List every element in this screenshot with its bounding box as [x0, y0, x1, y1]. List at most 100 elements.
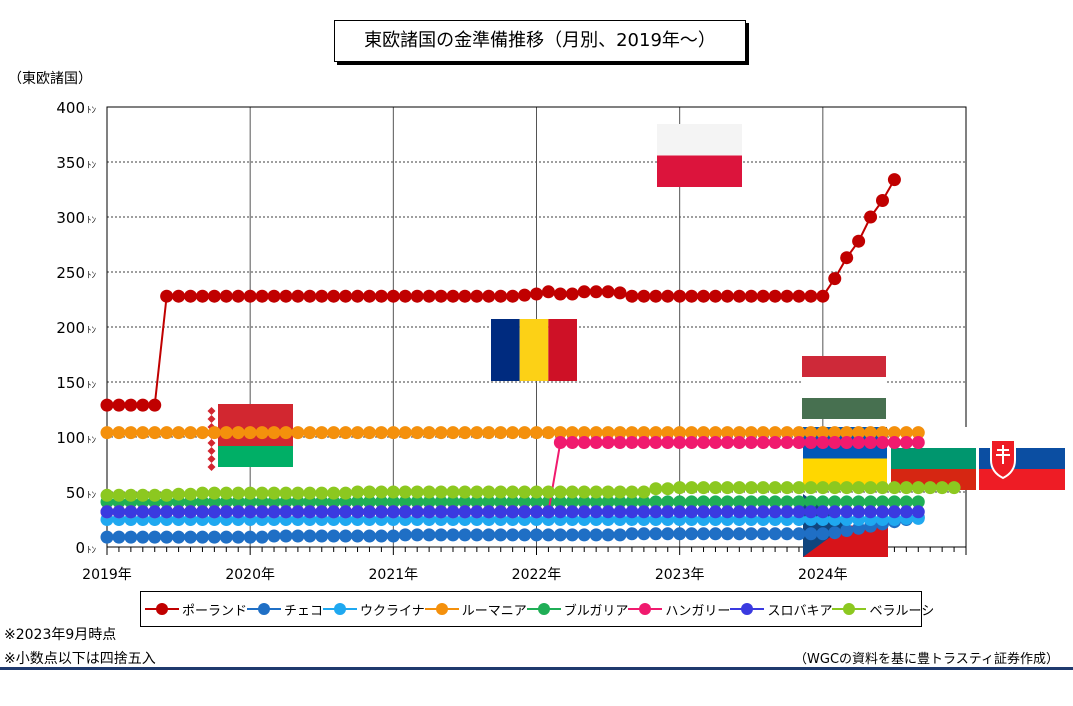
data-point — [506, 426, 520, 440]
x-tick-label: 2020年 — [225, 567, 275, 583]
data-point — [732, 436, 746, 449]
y-tick-unit: ﾄﾝ — [87, 546, 97, 556]
legend-label: ルーマニア — [461, 603, 527, 619]
data-point — [828, 495, 842, 509]
data-point — [756, 481, 770, 495]
data-point — [446, 485, 460, 499]
chart-title: 東欧諸国の金準備推移（月別、2019年～） — [334, 20, 746, 62]
data-point — [816, 436, 830, 449]
data-point — [362, 505, 376, 519]
data-point — [720, 426, 734, 440]
data-point — [732, 495, 746, 509]
data-point — [470, 426, 484, 440]
data-point — [231, 505, 245, 519]
data-point — [494, 289, 508, 303]
data-point — [589, 426, 603, 440]
data-point — [840, 251, 854, 265]
data-point — [291, 486, 305, 500]
legend-swatch-dot — [741, 603, 754, 615]
data-point — [864, 495, 878, 509]
data-point — [422, 495, 436, 509]
y-tick-unit: ﾄﾝ — [87, 491, 97, 501]
data-point — [386, 485, 400, 499]
data-point — [935, 481, 949, 495]
y-tick-label: 300 — [56, 209, 85, 227]
legend-swatch-dot — [639, 603, 652, 615]
data-point — [446, 495, 460, 509]
data-point — [852, 505, 866, 519]
data-point — [768, 481, 782, 495]
data-point — [685, 289, 699, 303]
data-point — [470, 495, 484, 509]
series-1 — [100, 510, 925, 544]
data-point — [506, 505, 520, 519]
data-point — [792, 527, 806, 541]
data-point — [494, 426, 508, 440]
legend-item: ルーマニア — [424, 600, 527, 619]
y-tick-unit: ﾄﾝ — [87, 216, 97, 226]
data-point — [875, 426, 889, 440]
data-point — [673, 527, 687, 541]
legend-label: スロバキア — [767, 603, 833, 619]
data-point — [685, 426, 699, 440]
note-as-of: ※2023年9月時点 — [4, 627, 117, 643]
data-point — [339, 505, 353, 519]
legend-item: ウクライナ — [323, 600, 425, 619]
slovakia-cross — [996, 445, 1010, 464]
data-point — [852, 481, 866, 495]
data-point — [923, 481, 937, 495]
data-point — [243, 505, 257, 519]
data-point — [911, 481, 925, 495]
series-6 — [100, 505, 925, 519]
data-point — [875, 495, 889, 509]
data-point — [124, 426, 138, 440]
data-point — [494, 505, 508, 519]
data-point — [506, 289, 520, 303]
data-point — [613, 426, 627, 440]
data-point — [291, 289, 305, 303]
data-point — [804, 289, 818, 303]
data-point — [410, 289, 424, 303]
data-point — [768, 527, 782, 541]
data-point — [577, 426, 591, 440]
y-tick-unit: ﾄﾝ — [87, 161, 97, 171]
data-point — [816, 481, 830, 495]
x-tick-label: 2023年 — [655, 567, 705, 583]
data-point — [518, 426, 532, 440]
data-point — [649, 426, 663, 440]
data-point — [816, 426, 830, 440]
data-point — [768, 436, 782, 449]
data-point — [792, 436, 806, 449]
data-point — [374, 426, 388, 440]
data-point — [768, 505, 782, 519]
data-point — [362, 485, 376, 499]
data-point — [195, 426, 209, 440]
data-point — [124, 398, 138, 412]
x-tick-label: 2024年 — [798, 567, 848, 583]
y-tick-label: 400 — [56, 99, 85, 117]
data-point — [780, 289, 794, 303]
data-point — [673, 436, 687, 449]
data-point — [482, 528, 496, 542]
data-point — [530, 426, 543, 440]
data-point — [816, 527, 830, 541]
legend-label: ウクライナ — [360, 603, 425, 619]
data-point — [172, 426, 186, 440]
y-tick-unit: ﾄﾝ — [87, 381, 97, 391]
y-tick-unit: ﾄﾝ — [87, 436, 97, 446]
legend-swatch — [424, 602, 459, 616]
bulgaria-flag — [891, 427, 976, 490]
series-7 — [100, 481, 961, 502]
belarus-flag-ornament — [207, 455, 216, 463]
data-point — [148, 488, 162, 502]
data-point — [207, 505, 221, 519]
legend-label: ベラルーシ — [869, 603, 935, 619]
data-point — [887, 173, 901, 187]
data-point — [351, 495, 365, 509]
data-point — [386, 426, 400, 440]
data-point — [875, 481, 889, 495]
data-point — [553, 287, 567, 301]
bulgaria-flag-stripe — [891, 448, 976, 469]
data-point — [744, 289, 758, 303]
